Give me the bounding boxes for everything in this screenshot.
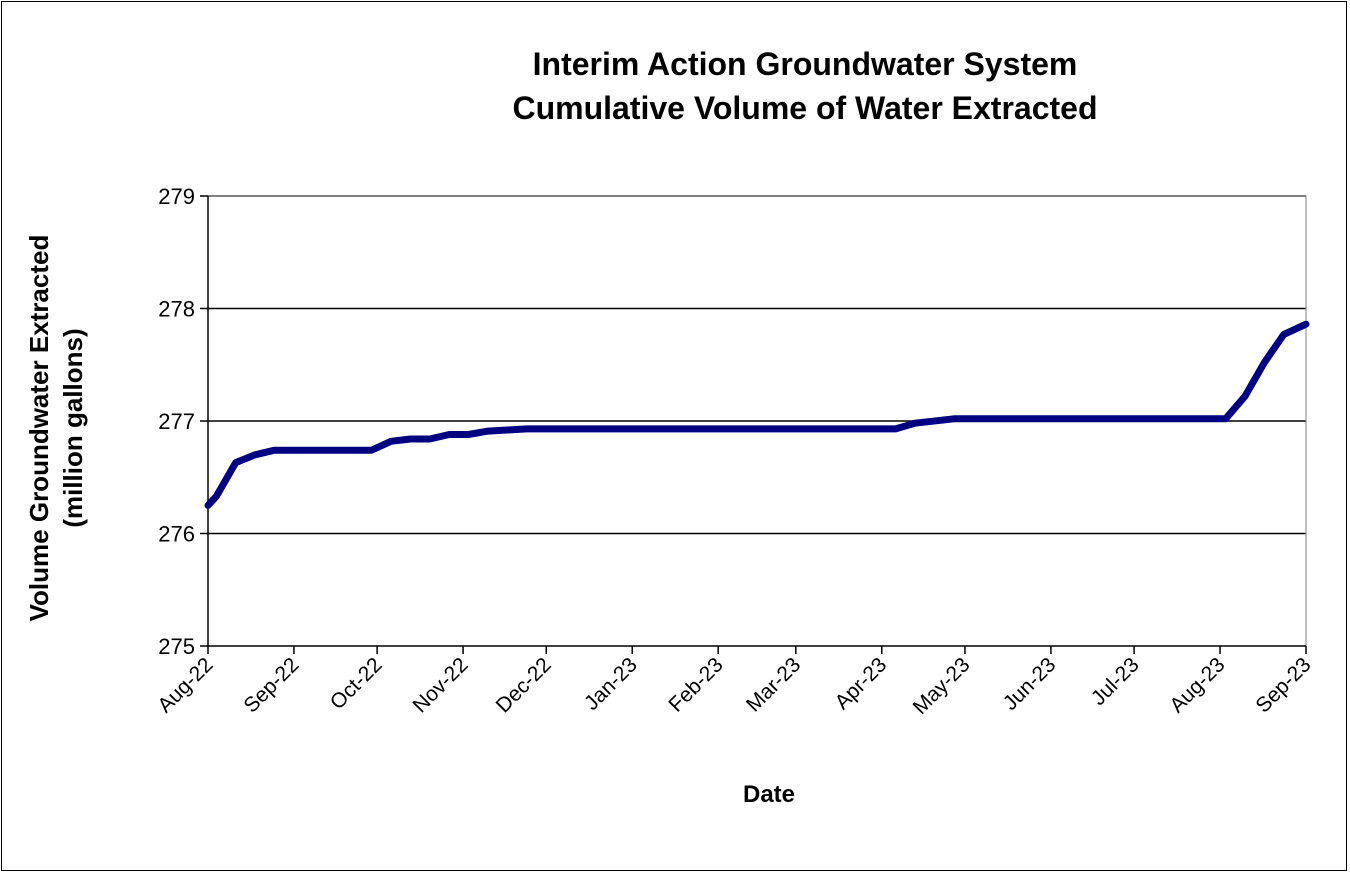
x-tick-label: Aug-22: [153, 653, 217, 717]
x-tick-label: Feb-23: [664, 653, 727, 716]
x-tick-label: May-23: [909, 653, 975, 719]
y-tick-label: 277: [158, 409, 195, 434]
axes: [200, 195, 1307, 654]
chart-title-line-2: Cumulative Volume of Water Extracted: [512, 90, 1097, 126]
x-tick-label: Jan-23: [580, 653, 642, 715]
x-tick-label: Oct-22: [326, 653, 387, 714]
x-tick-label: Sep-22: [239, 653, 303, 717]
x-tick-label: Nov-22: [408, 653, 472, 717]
series-layer: [204, 320, 1310, 509]
x-tick-label: Aug-23: [1165, 653, 1229, 717]
chart-title-line-1: Interim Action Groundwater System: [533, 46, 1078, 82]
x-tick-label: Mar-23: [742, 653, 805, 716]
x-tick-label: Sep-23: [1251, 653, 1315, 717]
x-tick-labels: Aug-22 Sep-22 Oct-22 Nov-22 Dec-22 Jan-23 Feb-…: [153, 653, 1315, 719]
y-tick-label: 278: [158, 297, 195, 322]
y-axis-label-line-1: Volume Groundwater Extracted: [24, 235, 54, 622]
x-tick-label: Dec-22: [492, 653, 556, 717]
y-axis-label-line-2: (million gallons): [58, 328, 88, 527]
x-axis-label: Date: [743, 781, 795, 808]
x-tick-label: Apr-23: [830, 653, 891, 714]
grid-lines: [208, 195, 1306, 535]
y-tick-label: 275: [158, 634, 195, 659]
series-line: [204, 320, 1310, 509]
x-tick-label: Jul-23: [1087, 653, 1144, 710]
y-tick-labels: 275 276 277 278 279: [158, 184, 195, 659]
y-tick-label: 276: [158, 522, 195, 547]
y-tick-label: 279: [158, 184, 195, 209]
x-tick-label: Jun-23: [999, 653, 1061, 715]
